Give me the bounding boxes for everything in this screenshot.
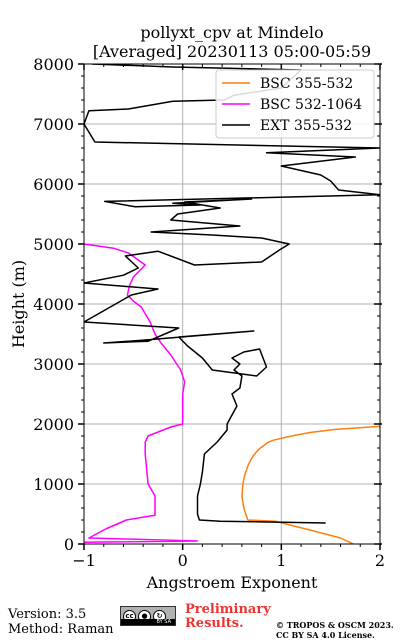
x-tick-label: −1 xyxy=(72,551,96,570)
version-label: Version: 3.5 xyxy=(8,607,87,622)
legend-box xyxy=(215,69,375,139)
legend: BSC 355-532 BSC 532-1064 EXT 355-532 xyxy=(215,69,375,139)
y-tick-label: 6000 xyxy=(33,175,74,194)
y-tick-label: 4000 xyxy=(33,295,74,314)
badge-strip: BY SA xyxy=(121,619,175,625)
y-tick-label: 2000 xyxy=(33,415,74,434)
license-badge: cc ● ↻ BY SA xyxy=(120,606,176,626)
preliminary-line1: Preliminary xyxy=(185,602,271,617)
y-tick-label: 8000 xyxy=(33,55,74,74)
preliminary-notice: Preliminary Results. xyxy=(185,603,271,631)
copyright-line1: © TROPOS & OSCM 2023. xyxy=(276,620,394,630)
legend-label: BSC 532-1064 xyxy=(260,97,362,113)
preliminary-line2: Results. xyxy=(185,616,244,631)
y-tick-label: 7000 xyxy=(33,115,74,134)
series-line-bsc-355-532 xyxy=(241,425,380,544)
y-tick-label: 0 xyxy=(64,535,74,554)
method-label: Method: Raman xyxy=(8,622,114,637)
y-tick-label: 1000 xyxy=(33,475,74,494)
x-tick-label: 0 xyxy=(178,551,188,570)
chart-title: pollyxt_cpv at Mindelo xyxy=(140,23,323,42)
y-axis-label: Height (m) xyxy=(9,260,28,348)
copyright-notice: © TROPOS & OSCM 2023. CC BY SA 4.0 Licen… xyxy=(276,620,394,640)
y-tick-label: 5000 xyxy=(33,235,74,254)
copyright-line2: CC BY SA 4.0 License. xyxy=(276,630,375,640)
x-axis-label: Angstroem Exponent xyxy=(146,573,318,592)
legend-label: EXT 355-532 xyxy=(260,118,352,134)
legend-label: BSC 355-532 xyxy=(260,76,353,92)
series-line-bsc-532-1064 xyxy=(84,243,199,543)
y-tick-label: 3000 xyxy=(33,355,74,374)
series-layer xyxy=(84,64,380,544)
chart-subtitle: [Averaged] 20230113 05:00-05:59 xyxy=(93,42,371,61)
x-tick-label: 2 xyxy=(375,551,385,570)
profile-chart: pollyxt_cpv at Mindelo [Averaged] 202301… xyxy=(9,23,385,592)
x-tick-label: 1 xyxy=(276,551,286,570)
series-line-ext-355-532 xyxy=(84,64,380,524)
